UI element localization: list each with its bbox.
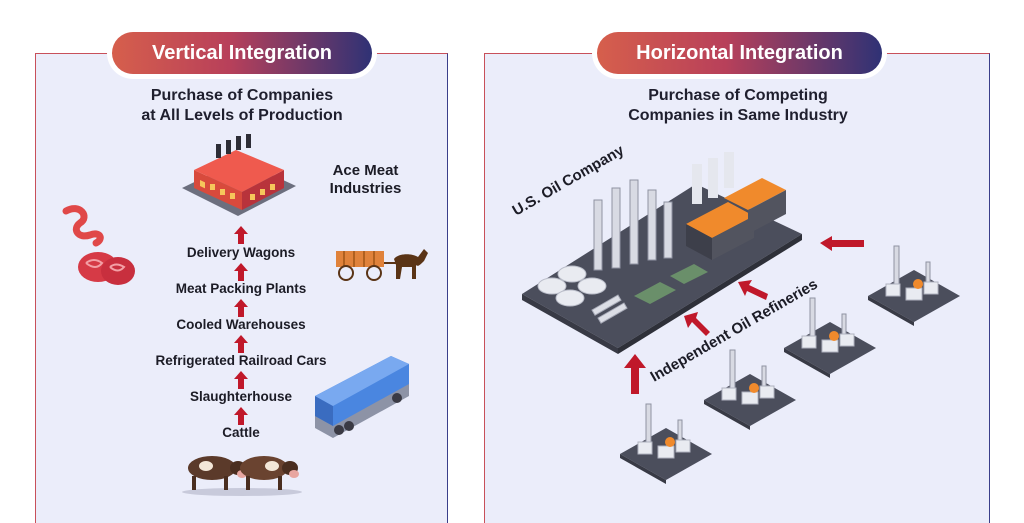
step-cattle: Cattle [222,425,260,440]
vertical-subtitle-line2: at All Levels of Production [141,107,343,124]
vertical-integration-panel [35,53,448,523]
small-refinery-icon [868,245,960,326]
acquisition-arrow-icon [738,280,768,300]
step-cooled-warehouses: Cooled Warehouses [176,317,306,332]
oil-company-complex-icon [522,152,802,354]
horizontal-integration-heading: Horizontal Integration [597,32,882,74]
vertical-subtitle: Purchase of Companies at All Levels of P… [100,86,384,126]
acquisition-arrow-icon [624,354,646,394]
meat-icon [62,205,135,285]
horse-wagon-icon [336,249,428,281]
small-refinery-icon [704,349,796,430]
up-arrow-icon [234,335,248,353]
us-oil-company-label: U.S. Oil Company [510,141,628,219]
up-arrow-icon [234,407,248,425]
cattle-icon [182,456,302,496]
small-refinery-icon [620,403,712,484]
step-refrigerated-railroad-cars: Refrigerated Railroad Cars [155,353,327,368]
company-name-line1: Ace Meat [332,162,399,179]
small-refinery-icon [784,297,876,378]
vertical-integration-heading: Vertical Integration [112,32,372,74]
company-name: Ace Meat Industries [318,162,413,198]
acquisition-arrow-icon [820,236,864,251]
up-arrow-icon [234,371,248,389]
railroad-car-icon [315,356,409,438]
company-name-line2: Industries [329,180,402,197]
factory-icon [182,134,296,216]
horizontal-subtitle: Purchase of Competing Companies in Same … [597,86,879,126]
step-delivery-wagons: Delivery Wagons [186,245,296,260]
acquisition-arrow-icon [684,312,710,336]
horizontal-subtitle-line2: Companies in Same Industry [628,107,848,124]
step-slaughterhouse: Slaughterhouse [189,389,293,404]
up-arrow-icon [234,263,248,281]
step-meat-packing-plants: Meat Packing Plants [175,281,307,296]
up-arrow-icon [234,226,248,244]
horizontal-subtitle-line1: Purchase of Competing [648,87,828,104]
up-arrow-icon [234,299,248,317]
svg-text:U.S. Oil Company: U.S. Oil Company [510,141,628,219]
vertical-subtitle-line1: Purchase of Companies [150,87,334,104]
